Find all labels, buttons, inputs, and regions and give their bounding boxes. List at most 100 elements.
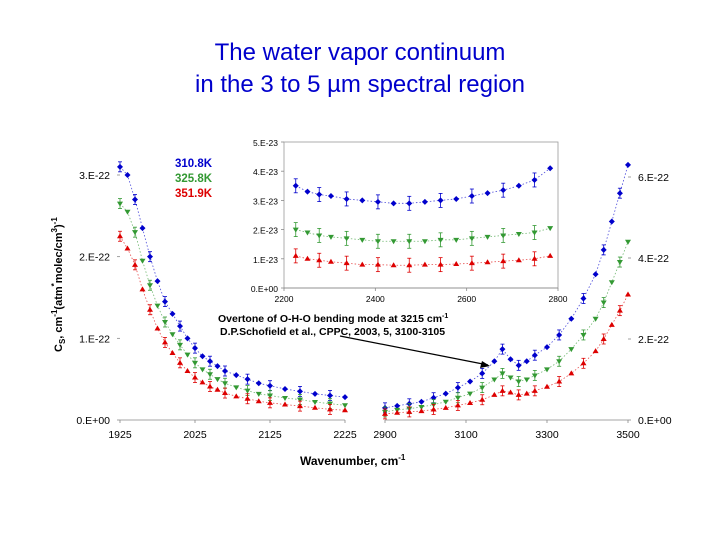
right_panel-series-1-point-23: [625, 239, 631, 245]
right_panel-series-2-point-5: [442, 404, 449, 410]
right_panel-series-1-point-5: [442, 399, 449, 405]
inset-series-0-point-10: [437, 197, 444, 204]
right_panel-series-0-point-8: [479, 370, 486, 377]
right_panel-series-0-point-16: [556, 331, 563, 338]
right_panel-series-0-point-9: [491, 358, 498, 365]
left_panel-series-0-point-13: [214, 363, 221, 370]
right_panel-series-2-point-4: [430, 406, 437, 412]
y-label-sub: S: [58, 338, 67, 344]
right_panel-series-0-point-14: [531, 352, 538, 359]
left_panel-y-tick-label-1: 1.E-22: [79, 333, 110, 345]
inset-series-1-point-13: [484, 234, 491, 240]
inset-series-2-point-8: [406, 262, 413, 268]
left_panel-series-1-point-15: [233, 385, 240, 391]
left_panel-series-0-point-0: [117, 163, 123, 170]
inset-series-0-point-13: [484, 190, 491, 197]
left_panel-series-2-point-10: [192, 374, 198, 380]
left_panel-series-1-point-19: [282, 395, 288, 401]
right_panel-series-2-point-11: [507, 389, 514, 395]
legend-item-0: 310.8K: [175, 158, 213, 170]
left_panel-series-1-point-14: [222, 381, 228, 387]
left_panel-series-1-point-21: [312, 400, 318, 406]
inset-series-2-point-0: [292, 252, 299, 258]
left_panel-series-2-line: [119, 236, 346, 411]
inset-series-2-point-6: [374, 261, 381, 267]
right_panel-y-tick-label-2: 4.E-22: [638, 253, 669, 265]
right_panel-series-2-point-9: [491, 391, 498, 397]
inset-x-tick-label-3: 2800: [549, 294, 568, 304]
right_panel-series-1-point-18: [580, 332, 587, 338]
annotation-line2: D.P.Schofield et al., CPPC, 2003, 5, 310…: [220, 326, 445, 338]
inset-series-2-point-13: [484, 259, 491, 265]
inset-series-1-point-6: [374, 239, 381, 245]
inset-series-1-point-17: [547, 226, 554, 232]
right_panel-series-2-point-7: [467, 399, 474, 405]
inset-series-2-line: [295, 255, 551, 266]
inset-series-1-point-15: [515, 231, 522, 237]
legend: 310.8K 325.8K 351.9K: [175, 158, 213, 200]
left_panel-series-2-point-11: [199, 379, 206, 385]
left_panel-series-2-point-14: [222, 390, 228, 396]
left_panel-series-0-point-9: [184, 335, 191, 342]
right_panel-series-2-point-21: [608, 321, 615, 327]
left_panel-y-tick-label-3: 3.E-22: [79, 170, 110, 182]
inset-series-1-point-14: [500, 233, 507, 239]
inset-series-0-point-5: [359, 197, 366, 204]
left_panel-series-0-point-4: [147, 253, 153, 260]
inset-series-0-point-8: [406, 200, 413, 207]
right_panel-series-0-point-18: [580, 295, 587, 302]
right_panel-series-0-point-1: [394, 402, 401, 409]
left_panel-x-tick-label-2: 2125: [258, 429, 282, 441]
right_panel-series-1-point-21: [608, 280, 615, 286]
right_panel-series-0-point-10: [499, 346, 506, 353]
right_panel-series-0-point-7: [467, 378, 474, 385]
left_panel-series-1-point-13: [214, 377, 221, 383]
inset-series-0-point-11: [453, 195, 460, 202]
right_panel-series-1-point-19: [592, 316, 599, 322]
inset-series-0-point-17: [547, 165, 554, 172]
right_panel-series-2-point-15: [544, 383, 550, 389]
left_panel-series-0-point-3: [139, 225, 146, 232]
right_panel-series-2-point-16: [556, 378, 563, 384]
left_panel-series-0-point-15: [233, 372, 240, 379]
inset-x-tick-label-0: 2200: [275, 294, 294, 304]
inset-series-1-line: [295, 227, 551, 242]
left_panel-series-1-point-8: [177, 342, 183, 348]
right_panel-series-0-point-21: [608, 218, 615, 225]
right_panel-series-1-point-14: [531, 373, 538, 379]
left_panel-series-2-point-13: [214, 386, 221, 392]
inset-background: [284, 142, 558, 288]
inset-series-0-point-1: [304, 188, 311, 195]
inset-series-1-point-12: [468, 236, 475, 242]
right_panel-series-2-point-19: [592, 348, 599, 354]
left_panel-series-2-point-0: [117, 233, 123, 239]
left_panel-series-2-point-1: [124, 245, 131, 251]
x-axis-label: Wavenumber, cm-1: [300, 453, 406, 468]
y-label-mid: (atm: [53, 286, 65, 309]
legend-item-1: 325.8K: [175, 173, 213, 185]
left_panel-series-0-point-2: [132, 196, 138, 203]
right_panel-series-1-point-8: [479, 385, 486, 391]
inset-series-0-point-9: [421, 198, 428, 205]
right_panel-series-0-point-17: [568, 315, 575, 322]
inset-series-2-point-2: [316, 257, 323, 263]
annotation-line1-sup: -1: [442, 313, 448, 320]
right_panel-series-2-point-22: [616, 307, 623, 313]
inset-series-2-point-16: [531, 255, 538, 261]
left_panel-x-tick-label-1: 2025: [183, 429, 207, 441]
right_panel-series-2-point-14: [531, 387, 538, 393]
inset-series-2-point-12: [468, 260, 475, 266]
left_panel-series-0-point-23: [342, 394, 348, 401]
inset-series-1-point-8: [406, 239, 413, 245]
inset-series-1-point-9: [421, 239, 428, 245]
inset-series-2-point-9: [421, 261, 428, 267]
right_panel-series-0-point-12: [515, 362, 522, 369]
right_panel-series-1-point-10: [499, 371, 506, 377]
left_panel-series-1-point-2: [132, 230, 138, 236]
x-axis-label-sup: -1: [398, 453, 406, 462]
left_panel-series-2-point-20: [297, 403, 303, 409]
right_panel-series-2-point-13: [523, 390, 530, 396]
left_panel-series-2-point-23: [342, 407, 348, 413]
left_panel-series-0-point-1: [124, 172, 131, 178]
inset-series-0-point-4: [343, 195, 350, 202]
